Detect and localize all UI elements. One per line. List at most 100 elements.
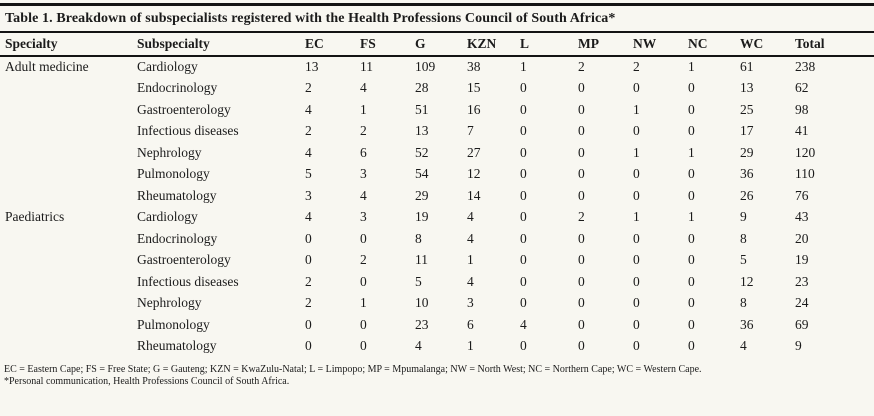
value-cell: 23 bbox=[415, 316, 429, 332]
value-cell: 0 bbox=[578, 187, 585, 203]
value-cell: 12 bbox=[740, 273, 754, 289]
value-cell: 0 bbox=[633, 252, 640, 268]
value-cell: 0 bbox=[305, 252, 312, 268]
value-cell: 3 bbox=[305, 187, 312, 203]
value-cell: 19 bbox=[415, 209, 429, 225]
table-row: Infectious diseases 2 2 13 7 0 0 0 0 17 41 bbox=[0, 121, 874, 143]
specialty-cell bbox=[0, 185, 132, 207]
table-row: Rheumatology 0 0 4 1 0 0 0 0 4 9 bbox=[0, 336, 874, 358]
value-cell: 1 bbox=[633, 144, 640, 160]
value-cell: 0 bbox=[688, 123, 695, 139]
column-header-subspecialty: Subspecialty bbox=[132, 33, 300, 57]
table-row: Infectious diseases 2 0 5 4 0 0 0 0 12 23 bbox=[0, 271, 874, 293]
value-cell: 13 bbox=[415, 123, 429, 139]
value-cell: 0 bbox=[578, 123, 585, 139]
value-cell: 2 bbox=[578, 59, 585, 75]
value-cell: 19 bbox=[795, 252, 809, 268]
value-cell: 1 bbox=[633, 209, 640, 225]
value-cell: 0 bbox=[688, 295, 695, 311]
value-cell: 0 bbox=[578, 101, 585, 117]
value-cell: 41 bbox=[795, 123, 809, 139]
value-cell: 4 bbox=[360, 187, 367, 203]
value-cell: 29 bbox=[415, 187, 429, 203]
table-row: Rheumatology 3 4 29 14 0 0 0 0 26 76 bbox=[0, 185, 874, 207]
value-cell: 2 bbox=[305, 123, 312, 139]
value-cell: 36 bbox=[740, 316, 754, 332]
value-cell: 0 bbox=[520, 187, 527, 203]
subspecialty-cell: Rheumatology bbox=[137, 338, 217, 354]
value-cell: 0 bbox=[688, 316, 695, 332]
subspecialty-cell: Endocrinology bbox=[137, 230, 218, 246]
value-cell: 5 bbox=[415, 273, 422, 289]
value-cell: 109 bbox=[415, 59, 436, 75]
value-cell: 0 bbox=[520, 338, 527, 354]
specialty-cell bbox=[0, 142, 132, 164]
value-cell: 0 bbox=[360, 230, 367, 246]
footnotes: EC = Eastern Cape; FS = Free State; G = … bbox=[4, 364, 874, 387]
value-cell: 4 bbox=[467, 230, 474, 246]
specialty-cell bbox=[0, 250, 132, 272]
value-cell: 1 bbox=[467, 338, 474, 354]
subspecialty-cell: Infectious diseases bbox=[137, 273, 239, 289]
value-cell: 0 bbox=[688, 338, 695, 354]
value-cell: 11 bbox=[360, 59, 373, 75]
value-cell: 9 bbox=[740, 209, 747, 225]
value-cell: 4 bbox=[467, 209, 474, 225]
value-cell: 69 bbox=[795, 316, 809, 332]
value-cell: 4 bbox=[360, 80, 367, 96]
value-cell: 2 bbox=[305, 295, 312, 311]
column-header-ec: EC bbox=[300, 33, 355, 57]
value-cell: 15 bbox=[467, 80, 481, 96]
value-cell: 1 bbox=[688, 209, 695, 225]
table-figure: Table 1. Breakdown of subspecialists reg… bbox=[0, 3, 874, 416]
table-row: Gastroenterology 0 2 11 1 0 0 0 0 5 19 bbox=[0, 250, 874, 272]
value-cell: 4 bbox=[305, 209, 312, 225]
specialty-cell: Paediatrics bbox=[5, 209, 65, 225]
value-cell: 27 bbox=[467, 144, 481, 160]
value-cell: 0 bbox=[520, 273, 527, 289]
value-cell: 0 bbox=[578, 144, 585, 160]
value-cell: 24 bbox=[795, 295, 809, 311]
value-cell: 5 bbox=[740, 252, 747, 268]
value-cell: 0 bbox=[520, 295, 527, 311]
table-row: Nephrology 2 1 10 3 0 0 0 0 8 24 bbox=[0, 293, 874, 315]
column-header-total: Total bbox=[790, 33, 874, 57]
value-cell: 0 bbox=[688, 166, 695, 182]
value-cell: 62 bbox=[795, 80, 809, 96]
value-cell: 43 bbox=[795, 209, 809, 225]
value-cell: 0 bbox=[360, 338, 367, 354]
value-cell: 0 bbox=[520, 252, 527, 268]
specialty-cell bbox=[0, 314, 132, 336]
subspecialty-cell: Cardiology bbox=[137, 209, 198, 225]
top-rule bbox=[0, 3, 874, 6]
table-row: Nephrology 4 6 52 27 0 0 1 1 29 120 bbox=[0, 142, 874, 164]
value-cell: 4 bbox=[467, 273, 474, 289]
specialty-cell bbox=[0, 164, 132, 186]
table-row: Adult medicine Cardiology 13 11 109 38 1 2 2 1 61 2… bbox=[0, 56, 874, 78]
value-cell: 1 bbox=[467, 252, 474, 268]
value-cell: 52 bbox=[415, 144, 429, 160]
subspecialists-table: Specialty Subspecialty EC FS G KZN L MP NW NC WC To… bbox=[0, 33, 874, 357]
specialty-cell bbox=[0, 271, 132, 293]
value-cell: 16 bbox=[467, 101, 481, 117]
value-cell: 0 bbox=[688, 101, 695, 117]
value-cell: 0 bbox=[578, 230, 585, 246]
value-cell: 0 bbox=[578, 338, 585, 354]
value-cell: 0 bbox=[633, 166, 640, 182]
value-cell: 2 bbox=[360, 123, 367, 139]
value-cell: 4 bbox=[415, 338, 422, 354]
value-cell: 0 bbox=[633, 187, 640, 203]
column-header-specialty: Specialty bbox=[0, 33, 132, 57]
value-cell: 25 bbox=[740, 101, 754, 117]
value-cell: 0 bbox=[520, 80, 527, 96]
specialty-cell: Adult medicine bbox=[5, 59, 89, 75]
value-cell: 0 bbox=[578, 316, 585, 332]
value-cell: 9 bbox=[795, 338, 802, 354]
value-cell: 1 bbox=[520, 59, 527, 75]
column-header-fs: FS bbox=[355, 33, 410, 57]
value-cell: 51 bbox=[415, 101, 429, 117]
value-cell: 4 bbox=[305, 101, 312, 117]
value-cell: 0 bbox=[633, 273, 640, 289]
value-cell: 0 bbox=[520, 123, 527, 139]
value-cell: 1 bbox=[688, 144, 695, 160]
